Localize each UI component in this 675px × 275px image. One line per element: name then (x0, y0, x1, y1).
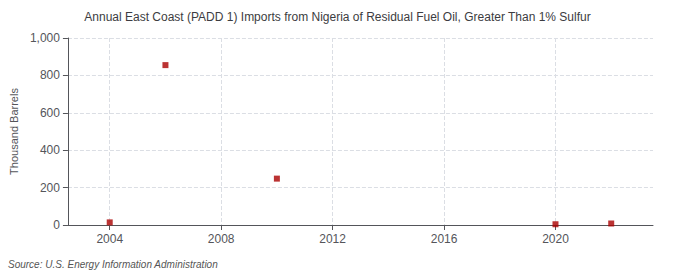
svg-text:2004: 2004 (96, 232, 123, 246)
svg-text:2020: 2020 (542, 232, 569, 246)
svg-text:0: 0 (53, 218, 60, 232)
svg-text:Thousand Barrels: Thousand Barrels (8, 88, 20, 175)
svg-text:800: 800 (40, 68, 60, 82)
svg-text:400: 400 (40, 143, 60, 157)
svg-text:200: 200 (40, 181, 60, 195)
svg-text:2016: 2016 (431, 232, 458, 246)
svg-text:2008: 2008 (208, 232, 235, 246)
svg-text:1,000: 1,000 (30, 31, 60, 45)
svg-text:Source: U.S. Energy Informatio: Source: U.S. Energy Information Administ… (8, 259, 218, 270)
svg-text:Annual East Coast (PADD 1) Imp: Annual East Coast (PADD 1) Imports from … (84, 10, 590, 24)
svg-text:2012: 2012 (319, 232, 346, 246)
svg-text:600: 600 (40, 106, 60, 120)
